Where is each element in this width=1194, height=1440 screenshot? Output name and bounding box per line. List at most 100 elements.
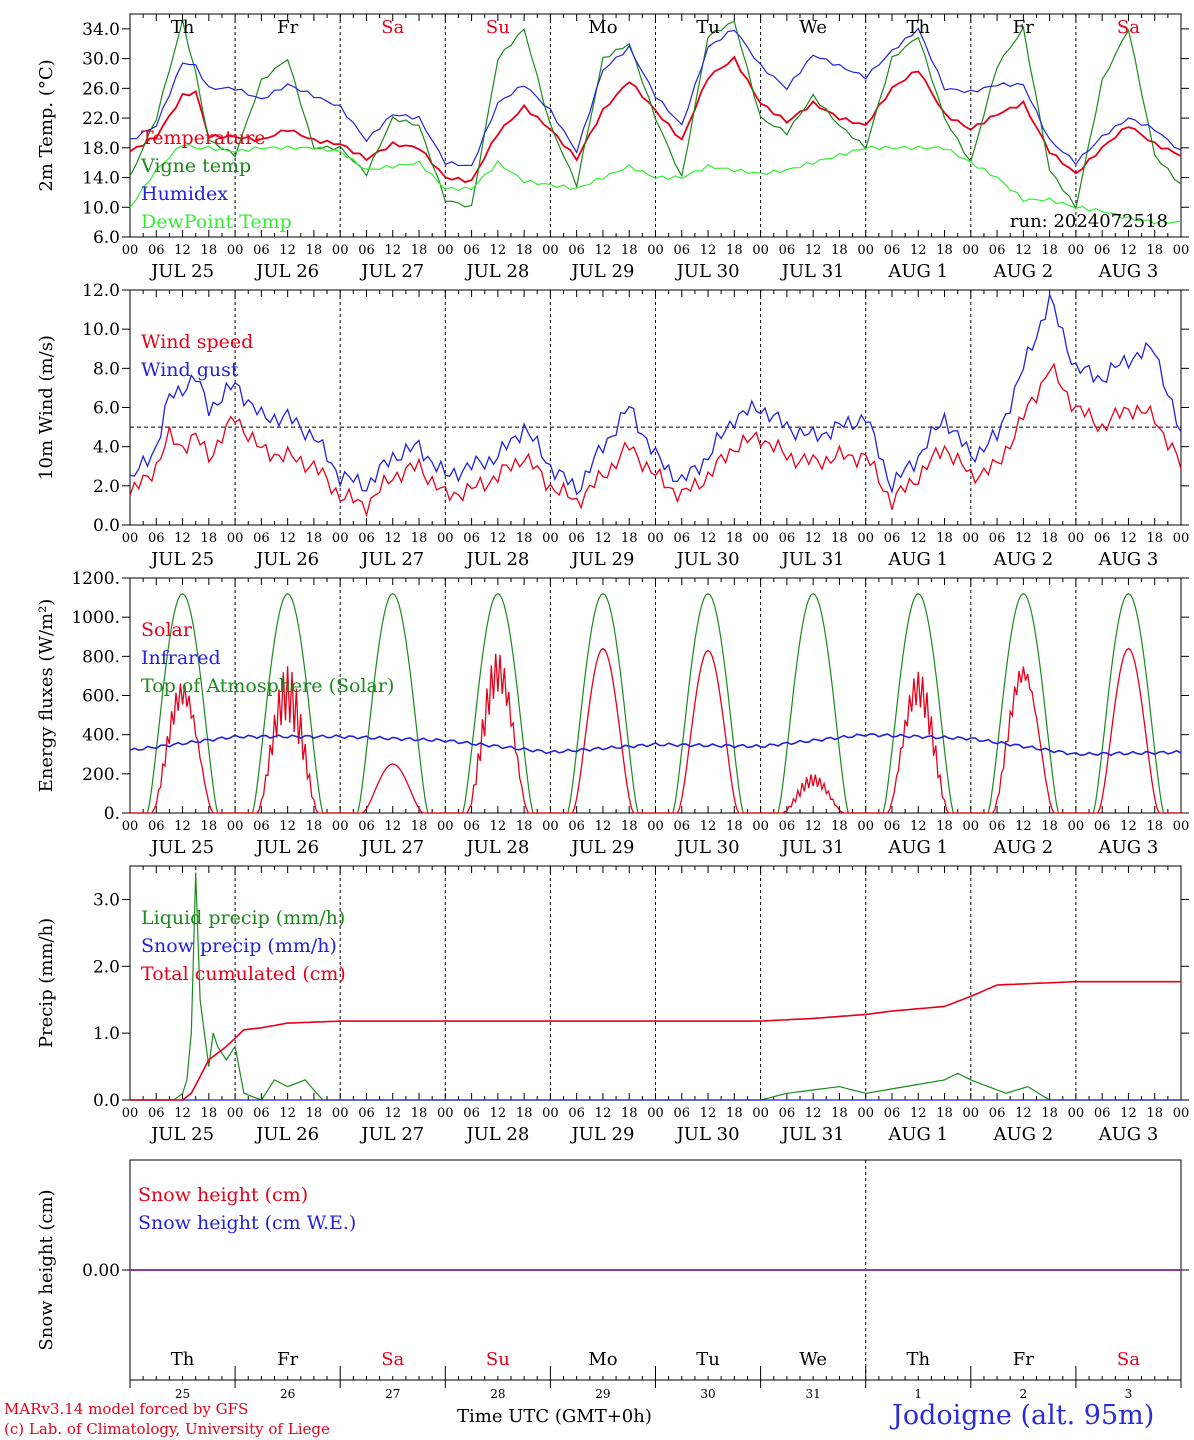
hour-tick-label: 06 [148,1106,165,1121]
station-name: Jodoigne (alt. 95m) [892,1400,1155,1431]
hour-tick-label: 06 [674,531,691,546]
y-tick-label: 4.0 [93,438,120,458]
legend-entry: Snow precip (mm/h) [141,935,337,957]
hour-tick-label: 18 [936,819,953,834]
hour-tick-label: 18 [411,1106,428,1121]
weekday-label: Fr [277,1349,298,1370]
hour-tick-label: 12 [805,531,822,546]
date-label: AUG 1 [887,261,948,282]
y-tick-label: 800. [82,647,120,667]
date-label: JUL 27 [359,1124,424,1145]
date-label: JUL 29 [569,549,634,570]
series-line-solar [130,647,1181,814]
hour-tick-label: 18 [411,243,428,258]
date-label: AUG 1 [887,837,948,858]
hour-tick-label: 12 [279,1106,296,1121]
legend-entry: Temperature [141,127,265,149]
legend-entry: Top of Atmosphere (Solar) [141,675,394,697]
series-line-2 [130,980,1181,1101]
date-label: AUG 3 [1098,1124,1159,1145]
hour-tick-label: 00 [122,243,139,258]
weekday-label: Th [906,17,930,38]
hour-tick-label: 12 [174,1106,191,1121]
weekday-label: Su [486,1349,510,1370]
hour-tick-label: 18 [516,243,533,258]
series-line-1 [129,20,1182,211]
hour-tick-label: 18 [1041,531,1058,546]
legend-entry: DewPoint Temp [141,211,292,233]
legend-entry: Vigne temp [140,155,251,177]
hour-tick-label: 00 [332,243,349,258]
lab-credit: (c) Lab. of Climatology, University of L… [4,1420,330,1438]
hour-tick-label: 00 [1173,531,1190,546]
y-tick-label: 22.0 [82,109,120,129]
hour-tick-label: 00 [647,531,664,546]
date-label: JUL 28 [464,549,529,570]
hour-tick-label: 18 [621,1106,638,1121]
hour-tick-label: 12 [805,1106,822,1121]
y-tick-label: 26.0 [82,79,120,99]
run-label: run: 2024072518 [1010,211,1168,232]
hour-tick-label: 12 [910,819,927,834]
hour-tick-label: 06 [779,1106,796,1121]
series-line-1 [129,292,1182,496]
hour-tick-label: 00 [542,243,559,258]
hour-tick-label: 18 [831,243,848,258]
hour-tick-label: 12 [595,531,612,546]
legend-entry: Snow height (cm W.E.) [138,1212,356,1234]
hour-tick-label: 12 [595,819,612,834]
hour-tick-label: 06 [568,819,585,834]
y-tick-label: 0. [104,804,120,824]
day-number-label: 29 [595,1387,610,1401]
hour-tick-label: 06 [1094,531,1111,546]
hour-tick-label: 00 [542,531,559,546]
day-number-label: 25 [175,1387,190,1401]
hour-tick-label: 18 [516,1106,533,1121]
hour-tick-label: 00 [542,1106,559,1121]
hour-tick-label: 12 [595,243,612,258]
model-credit: MARv3.14 model forced by GFS [4,1400,249,1418]
weekday-label: Su [486,17,510,38]
legend-entry: Wind gust [141,359,239,381]
hour-tick-label: 06 [779,531,796,546]
weekday-label: Fr [1013,17,1034,38]
date-label: JUL 25 [149,837,214,858]
hour-tick-label: 18 [201,531,218,546]
y-tick-label: 12.0 [82,281,120,301]
hour-tick-label: 12 [174,531,191,546]
hour-tick-label: 12 [1015,1106,1032,1121]
y-tick-label: 0.0 [93,1091,120,1111]
date-label: AUG 1 [887,549,948,570]
hour-tick-label: 12 [1015,243,1032,258]
hour-tick-label: 00 [437,531,454,546]
hour-tick-label: 12 [1120,819,1137,834]
date-label: AUG 3 [1098,549,1159,570]
date-label: JUL 30 [675,1124,740,1145]
hour-tick-label: 06 [779,819,796,834]
weekday-label: We [799,17,827,38]
hour-tick-label: 18 [306,819,323,834]
weekday-label: Sa [381,1349,404,1370]
hour-tick-label: 12 [384,531,401,546]
hour-tick-label: 00 [122,531,139,546]
date-label: AUG 2 [992,1124,1053,1145]
hour-tick-label: 06 [358,1106,375,1121]
y-tick-label: 2.0 [93,957,120,977]
hour-tick-label: 18 [1041,1106,1058,1121]
hour-tick-label: 00 [1068,819,1085,834]
hour-tick-label: 12 [490,243,507,258]
date-label: AUG 2 [992,549,1053,570]
y-tick-label: 10.0 [82,198,120,218]
hour-tick-label: 12 [805,243,822,258]
y-axis-label: 10m Wind (m/s) [36,335,57,480]
y-tick-label: 30.0 [82,50,120,70]
y-tick-label: 6.0 [93,228,120,248]
hour-tick-label: 12 [279,243,296,258]
day-number-label: 27 [385,1387,400,1401]
legend-entry: Liquid precip (mm/h) [141,907,345,929]
date-label: JUL 26 [254,261,319,282]
hour-tick-label: 06 [253,819,270,834]
hour-tick-label: 18 [936,531,953,546]
hour-tick-label: 18 [1146,1106,1163,1121]
legend-entry: Solar [141,619,193,641]
